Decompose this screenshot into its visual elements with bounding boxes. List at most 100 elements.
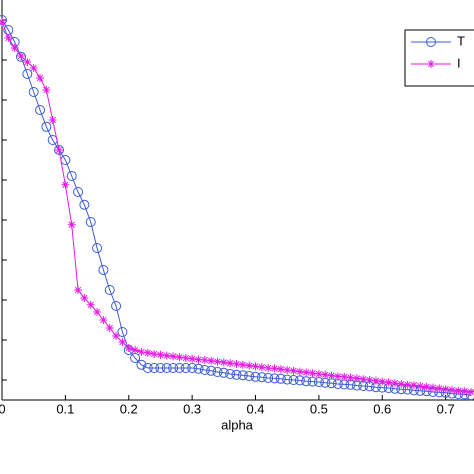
marker xyxy=(99,316,108,324)
marker xyxy=(66,171,77,181)
marker xyxy=(283,366,292,374)
marker xyxy=(48,116,57,124)
marker xyxy=(314,370,323,378)
marker xyxy=(67,220,76,229)
marker xyxy=(289,366,298,375)
marker xyxy=(80,294,89,302)
marker xyxy=(231,369,242,380)
marker xyxy=(275,373,286,384)
marker xyxy=(17,52,26,60)
marker xyxy=(200,356,209,364)
marker xyxy=(225,369,236,379)
marker xyxy=(22,69,33,79)
marker xyxy=(378,377,387,386)
marker xyxy=(74,286,83,294)
legend-label: T xyxy=(457,33,465,48)
x-tick-label: 0.6 xyxy=(373,401,391,416)
marker xyxy=(269,373,280,384)
marker xyxy=(168,363,179,373)
marker xyxy=(263,373,274,383)
marker xyxy=(427,60,435,68)
marker xyxy=(41,121,52,132)
marker xyxy=(206,365,217,376)
x-tick-label: 0.2 xyxy=(120,401,138,416)
marker xyxy=(161,363,172,373)
marker xyxy=(29,64,38,72)
marker xyxy=(340,372,349,381)
marker xyxy=(194,355,203,364)
x-tick-label: 0.3 xyxy=(183,401,201,416)
marker xyxy=(218,367,229,378)
marker xyxy=(257,363,266,372)
marker xyxy=(250,371,261,382)
marker xyxy=(181,354,190,362)
marker xyxy=(302,368,311,377)
marker xyxy=(416,382,425,390)
marker xyxy=(105,324,114,332)
marker xyxy=(390,379,399,388)
marker xyxy=(365,376,374,384)
legend-box xyxy=(404,29,474,87)
marker xyxy=(54,145,65,155)
marker xyxy=(92,243,103,253)
marker xyxy=(460,387,469,396)
x-axis-label: alpha xyxy=(221,417,254,432)
marker xyxy=(244,371,255,381)
marker xyxy=(85,217,96,227)
marker xyxy=(422,382,431,391)
marker xyxy=(213,357,222,366)
marker xyxy=(136,359,147,370)
marker xyxy=(467,388,474,396)
marker xyxy=(42,86,51,94)
marker xyxy=(219,358,228,367)
x-tick-label: 0.7 xyxy=(437,401,455,416)
marker xyxy=(137,348,146,356)
marker xyxy=(188,354,197,363)
marker xyxy=(403,380,412,389)
marker xyxy=(238,360,247,369)
marker xyxy=(55,146,64,154)
marker xyxy=(98,265,109,275)
marker xyxy=(10,44,19,52)
marker xyxy=(199,365,210,375)
marker xyxy=(447,386,456,394)
marker xyxy=(155,363,166,373)
marker xyxy=(79,199,90,210)
marker xyxy=(301,376,312,387)
marker xyxy=(333,372,342,381)
marker xyxy=(294,375,305,386)
marker xyxy=(124,344,133,352)
marker xyxy=(112,332,121,340)
marker xyxy=(149,363,160,373)
marker xyxy=(180,363,191,373)
marker xyxy=(264,364,273,372)
marker xyxy=(193,363,204,374)
marker xyxy=(175,353,184,362)
marker xyxy=(111,301,122,311)
marker xyxy=(435,384,444,393)
marker xyxy=(288,375,299,385)
marker xyxy=(131,346,140,354)
marker xyxy=(409,381,418,390)
marker xyxy=(270,364,279,373)
x-tick-label: 0 xyxy=(0,401,6,416)
marker xyxy=(346,373,355,382)
marker xyxy=(156,350,165,359)
marker xyxy=(384,378,393,387)
marker xyxy=(226,359,235,368)
marker xyxy=(397,380,406,388)
marker xyxy=(276,365,285,374)
marker xyxy=(162,351,171,360)
marker xyxy=(93,308,102,316)
marker xyxy=(35,105,46,115)
marker xyxy=(454,386,463,395)
marker xyxy=(150,350,159,358)
marker xyxy=(245,361,254,370)
marker xyxy=(174,363,185,373)
marker xyxy=(207,356,216,365)
marker xyxy=(36,74,45,82)
marker xyxy=(0,18,6,26)
